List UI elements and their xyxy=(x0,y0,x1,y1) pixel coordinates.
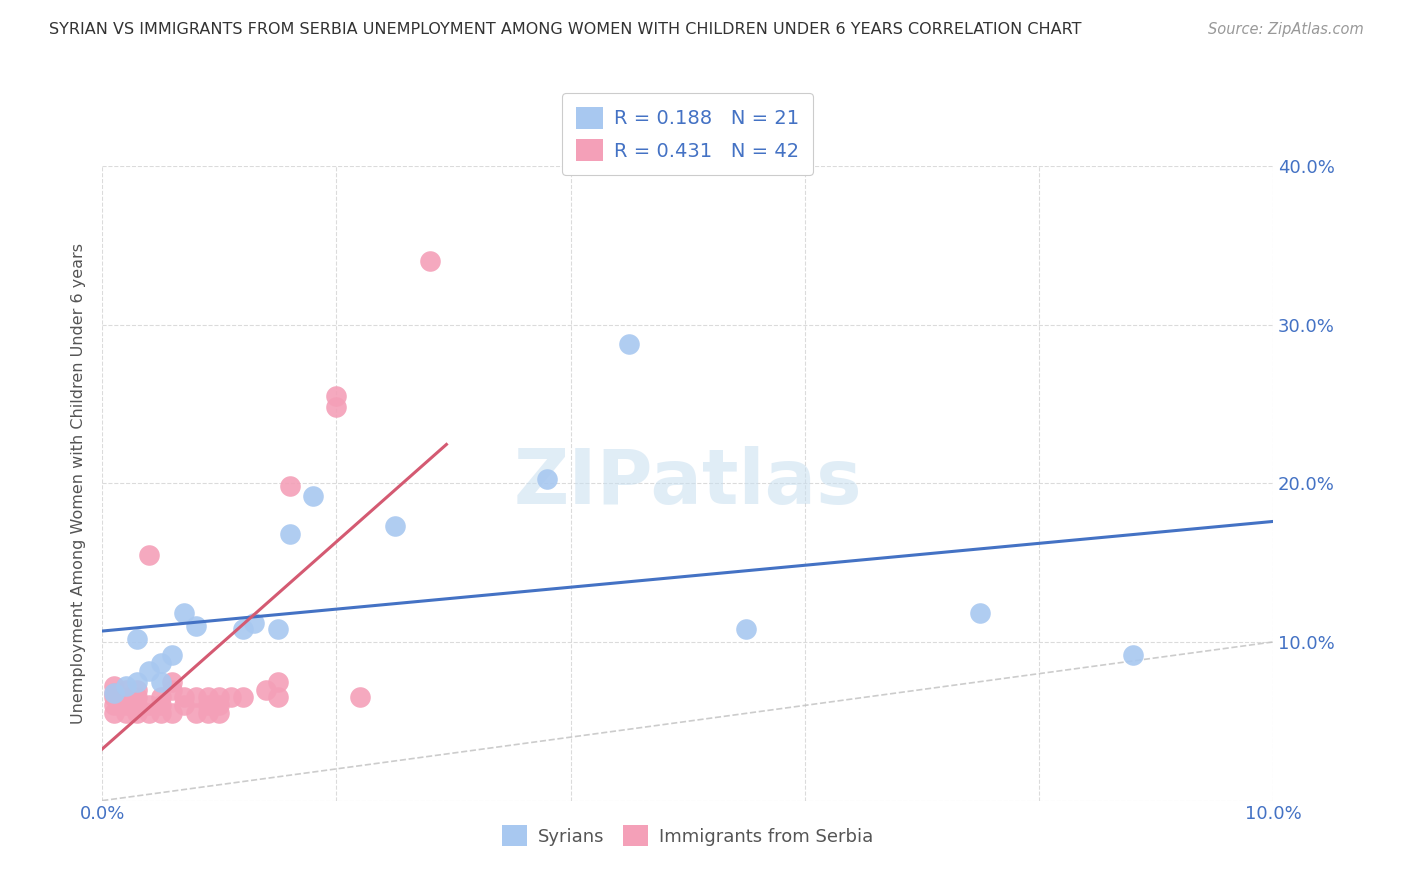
Point xyxy=(197,698,219,713)
Point xyxy=(114,690,136,705)
Point xyxy=(232,622,254,636)
Point xyxy=(138,706,160,721)
Point xyxy=(419,254,441,268)
Point xyxy=(173,690,195,705)
Point xyxy=(267,674,290,689)
Point xyxy=(127,632,149,646)
Point xyxy=(103,686,125,700)
Point xyxy=(536,471,558,485)
Point xyxy=(138,548,160,562)
Point xyxy=(114,682,136,697)
Point xyxy=(138,698,160,713)
Point xyxy=(149,698,172,713)
Point xyxy=(127,682,149,697)
Text: Source: ZipAtlas.com: Source: ZipAtlas.com xyxy=(1208,22,1364,37)
Point xyxy=(173,607,195,621)
Point xyxy=(184,690,207,705)
Legend: R = 0.188   N = 21, R = 0.431   N = 42: R = 0.188 N = 21, R = 0.431 N = 42 xyxy=(562,93,813,175)
Point xyxy=(197,690,219,705)
Point xyxy=(149,674,172,689)
Point xyxy=(138,664,160,678)
Y-axis label: Unemployment Among Women with Children Under 6 years: Unemployment Among Women with Children U… xyxy=(72,243,86,723)
Point xyxy=(127,690,149,705)
Point xyxy=(127,706,149,721)
Point xyxy=(162,706,184,721)
Point xyxy=(219,690,242,705)
Point xyxy=(208,698,231,713)
Point xyxy=(232,690,254,705)
Point xyxy=(617,336,640,351)
Point xyxy=(208,690,231,705)
Point xyxy=(149,656,172,670)
Point xyxy=(114,698,136,713)
Point xyxy=(1121,648,1143,662)
Point xyxy=(103,706,125,721)
Point xyxy=(349,690,371,705)
Point xyxy=(325,389,347,403)
Point xyxy=(162,682,184,697)
Point xyxy=(302,489,325,503)
Point xyxy=(208,706,231,721)
Point xyxy=(254,682,277,697)
Point xyxy=(278,479,301,493)
Point xyxy=(325,400,347,414)
Point xyxy=(114,679,136,693)
Point xyxy=(103,698,125,713)
Point xyxy=(969,607,991,621)
Point xyxy=(103,690,125,705)
Point xyxy=(184,619,207,633)
Point xyxy=(267,622,290,636)
Point xyxy=(184,706,207,721)
Point xyxy=(162,674,184,689)
Point xyxy=(103,679,125,693)
Point xyxy=(149,690,172,705)
Text: SYRIAN VS IMMIGRANTS FROM SERBIA UNEMPLOYMENT AMONG WOMEN WITH CHILDREN UNDER 6 : SYRIAN VS IMMIGRANTS FROM SERBIA UNEMPLO… xyxy=(49,22,1081,37)
Point xyxy=(127,698,149,713)
Point xyxy=(162,648,184,662)
Point xyxy=(197,706,219,721)
Point xyxy=(267,690,290,705)
Point xyxy=(103,686,125,700)
Point xyxy=(114,706,136,721)
Point xyxy=(384,519,406,533)
Point xyxy=(173,698,195,713)
Point xyxy=(149,706,172,721)
Point xyxy=(127,674,149,689)
Point xyxy=(278,527,301,541)
Point xyxy=(735,622,758,636)
Point xyxy=(243,615,266,630)
Text: ZIPatlas: ZIPatlas xyxy=(513,446,862,520)
